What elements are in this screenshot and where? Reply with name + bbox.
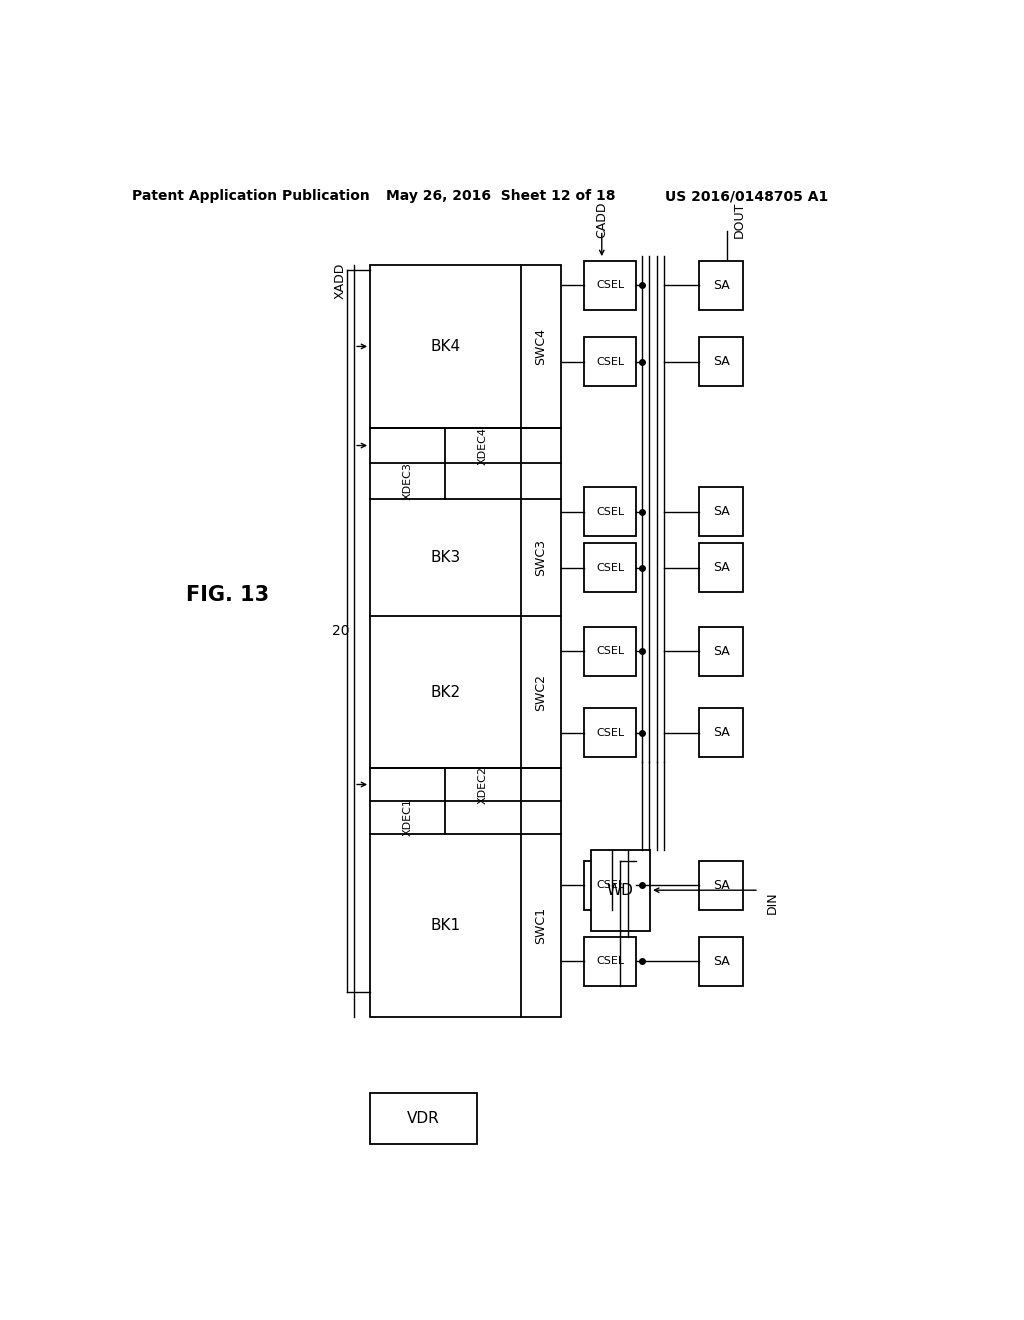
Bar (699, 861, 743, 909)
Text: SA: SA (713, 645, 729, 657)
Text: Patent Application Publication: Patent Application Publication (132, 189, 370, 203)
Bar (370, 265, 560, 1018)
Text: BK3: BK3 (430, 550, 461, 565)
Text: DOUT: DOUT (732, 201, 745, 238)
Bar (699, 709, 743, 758)
Text: CSEL: CSEL (596, 280, 625, 290)
Bar (699, 937, 743, 986)
Text: CSEL: CSEL (596, 356, 625, 367)
Text: SWC2: SWC2 (535, 673, 547, 710)
Text: VDR: VDR (407, 1111, 439, 1126)
Bar (585, 261, 636, 310)
Text: 20: 20 (332, 624, 349, 638)
Text: SA: SA (713, 506, 729, 517)
Bar (585, 709, 636, 758)
Text: FIG. 13: FIG. 13 (185, 586, 268, 606)
Text: CSEL: CSEL (596, 727, 625, 738)
Text: CSEL: CSEL (596, 562, 625, 573)
Bar (585, 861, 636, 909)
Bar (585, 627, 636, 676)
Text: XDEC3: XDEC3 (402, 462, 413, 500)
Bar (585, 937, 636, 986)
Text: SA: SA (713, 279, 729, 292)
Bar (699, 543, 743, 591)
Text: BK1: BK1 (430, 919, 461, 933)
Text: CSEL: CSEL (596, 647, 625, 656)
Bar (370, 1093, 477, 1144)
Text: BK4: BK4 (430, 339, 461, 354)
Text: XDEC2: XDEC2 (478, 766, 488, 804)
Text: SA: SA (713, 561, 729, 574)
Bar (699, 627, 743, 676)
Text: WD: WD (607, 883, 634, 898)
Text: DIN: DIN (766, 891, 779, 913)
Text: SWC3: SWC3 (535, 539, 547, 576)
Text: CSEL: CSEL (596, 507, 625, 516)
Text: XADD: XADD (334, 263, 346, 298)
Text: SA: SA (713, 726, 729, 739)
Bar (585, 338, 636, 385)
Bar (699, 338, 743, 385)
Text: SA: SA (713, 954, 729, 968)
Bar (699, 261, 743, 310)
Text: CADD: CADD (595, 201, 608, 238)
Bar (699, 487, 743, 536)
Text: SA: SA (713, 355, 729, 368)
Text: BK2: BK2 (430, 685, 461, 700)
Text: SWC4: SWC4 (535, 327, 547, 364)
Text: US 2016/0148705 A1: US 2016/0148705 A1 (666, 189, 828, 203)
Text: SA: SA (713, 879, 729, 891)
Bar (591, 850, 650, 931)
Text: XDEC4: XDEC4 (478, 426, 488, 465)
Text: CSEL: CSEL (596, 957, 625, 966)
Text: CSEL: CSEL (596, 880, 625, 890)
Text: May 26, 2016  Sheet 12 of 18: May 26, 2016 Sheet 12 of 18 (386, 189, 615, 203)
Text: SWC1: SWC1 (535, 907, 547, 944)
Bar (585, 487, 636, 536)
Bar (585, 543, 636, 591)
Text: XDEC1: XDEC1 (402, 799, 413, 837)
